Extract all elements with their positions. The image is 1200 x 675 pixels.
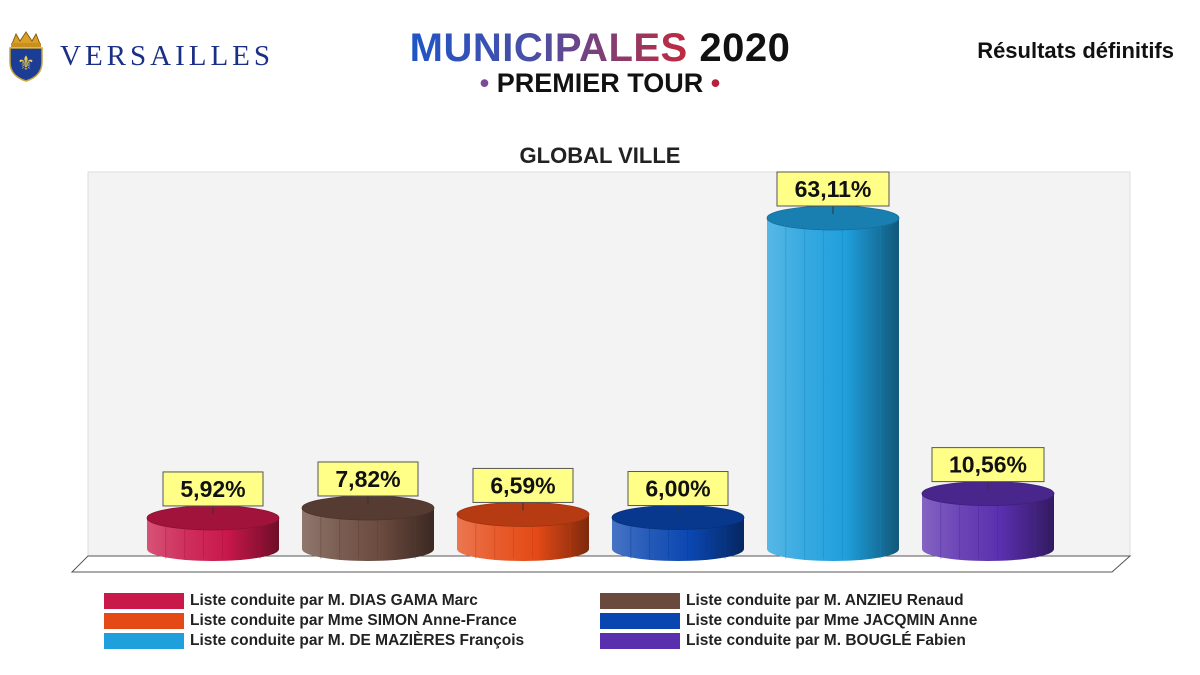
data-label-box [776,171,890,207]
title-municipales: MUNICIPALES [409,26,688,70]
bar-body [767,218,899,561]
data-label: 5,92% [180,476,245,502]
bar-body [612,517,744,561]
data-label: 7,82% [335,466,400,492]
legend-label: Liste conduite par M. BOUGLÉ Fabien [686,631,966,649]
bar-body [457,514,589,561]
data-label-box [317,461,419,497]
bar-2: 7,82% [301,461,435,561]
legend-swatch [600,612,680,629]
legend-item-1: Liste conduite par M. DIAS GAMA Marc [104,591,600,610]
legend-item-3: Liste conduite par Mme SIMON Anne-France [104,611,600,630]
data-label: 10,56% [949,452,1027,478]
data-label: 6,59% [490,472,555,498]
legend-item-2: Liste conduite par M. ANZIEU Renaud [600,591,1064,610]
page-title: MUNICIPALES 2020 [340,26,860,70]
bar-6: 10,56% [921,447,1055,561]
bar-body [302,507,434,561]
versailles-crest-icon: ⚜ [9,31,43,82]
bar-4: 6,00% [611,471,745,561]
data-label: 6,00% [645,476,710,502]
legend-swatch [600,632,680,649]
bar-1: 5,92% [146,471,280,561]
bar-body [922,493,1054,561]
subtitle-bullet-right: • [710,68,721,98]
legend-label: Liste conduite par M. DIAS GAMA Marc [190,591,478,609]
page-subtitle: • PREMIER TOUR • [340,68,860,99]
subtitle-text: PREMIER TOUR [496,68,704,98]
subtitle-bullet-left: • [479,68,490,98]
legend-label: Liste conduite par M. DE MAZIÈRES Franço… [190,631,525,649]
legend-swatch [600,592,680,609]
legend-item-5: Liste conduite par M. DE MAZIÈRES Franço… [104,631,600,650]
data-label-box [627,471,729,507]
legend-item-6: Liste conduite par M. BOUGLÉ Fabien [600,631,1064,650]
legend-label: Liste conduite par Mme JACQMIN Anne [686,611,978,629]
chart-legend: Liste conduite par M. DIAS GAMA Marc List… [104,591,1064,650]
data-label-box [931,447,1045,483]
svg-text:⚜: ⚜ [17,51,35,75]
bar-3: 6,59% [456,467,590,561]
data-label: 63,11% [795,176,872,202]
legend-swatch [104,612,184,629]
legend-label: Liste conduite par Mme SIMON Anne-France [190,611,517,629]
legend-label: Liste conduite par M. ANZIEU Renaud [686,591,964,609]
data-label-box [162,471,264,507]
bar-5: 63,11% [766,171,900,561]
legend-swatch [104,632,184,649]
chart-title: GLOBAL VILLE [519,143,681,168]
legend-swatch [104,592,184,609]
data-label-box [472,467,574,503]
title-year: 2020 [699,26,791,70]
brand-wordmark: VERSAILLES [60,40,274,72]
results-label: Résultats définitifs [977,38,1174,63]
legend-item-4: Liste conduite par Mme JACQMIN Anne [600,611,1064,630]
